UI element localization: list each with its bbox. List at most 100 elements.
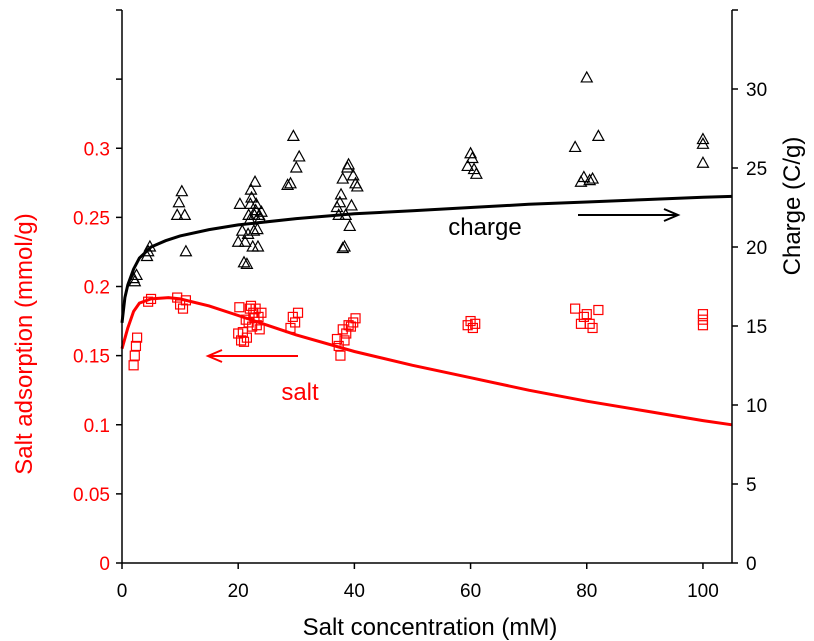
charge-point <box>130 268 144 281</box>
charge-point <box>283 176 297 189</box>
plot-frame <box>121 10 733 564</box>
right-tick-label: 0 <box>746 554 757 575</box>
right-tick-label: 15 <box>746 317 767 338</box>
salt-point <box>128 360 139 371</box>
charge-point <box>281 178 295 190</box>
x-tick-label: 80 <box>576 581 597 602</box>
annotation-arrows <box>205 208 681 363</box>
x-tick-label: 20 <box>228 581 249 602</box>
fit-curves <box>120 194 733 427</box>
charge-point <box>240 257 254 269</box>
salt-point <box>235 335 247 346</box>
charge-point <box>170 208 184 220</box>
salt-point <box>570 303 581 314</box>
charge-annotation: charge <box>448 214 521 241</box>
charge-point <box>344 198 358 211</box>
left-tick-label: 0.25 <box>73 208 110 229</box>
salt-point <box>145 293 157 305</box>
left-tick-label: 0.15 <box>73 347 110 368</box>
salt-point <box>292 307 304 318</box>
right-tick-label: 5 <box>746 475 757 496</box>
charge-point <box>586 171 600 184</box>
salt-point <box>350 313 361 324</box>
charge-point <box>336 171 350 184</box>
charge-point <box>247 223 261 236</box>
charge-point <box>568 140 582 153</box>
salt-point <box>177 303 189 314</box>
left-tick-label: 0.2 <box>84 278 110 299</box>
charge-point <box>178 208 192 220</box>
right-tick-label: 30 <box>746 80 767 101</box>
charge-point <box>464 146 478 159</box>
charge-point <box>238 235 252 247</box>
x-axis-label: Salt concentration (mM) <box>303 614 558 641</box>
charge-point <box>175 184 189 197</box>
right-axis-ticks: 0 5 10 15 20 25 30 <box>732 9 767 575</box>
salt-point <box>578 311 589 323</box>
salt-point <box>130 340 142 352</box>
left-tick-label: 0 <box>99 554 110 575</box>
data-markers <box>127 70 710 371</box>
right-tick-label: 25 <box>746 159 767 180</box>
charge-point <box>237 255 251 268</box>
x-tick-label: 100 <box>687 581 719 602</box>
salt-point <box>335 350 346 361</box>
charge-point <box>350 179 364 192</box>
left-axis-label: Salt adsorption (mmol/g) <box>11 213 38 474</box>
salt-point <box>697 314 709 325</box>
charge-point <box>289 160 303 173</box>
charge-point <box>235 223 249 236</box>
x-tick-label: 0 <box>117 581 128 602</box>
charge-point <box>245 190 259 203</box>
charge-point <box>461 159 475 172</box>
charge-point <box>577 170 591 183</box>
charge-point <box>241 227 255 239</box>
right-tick-label: 20 <box>746 238 767 259</box>
charge-point <box>696 156 710 168</box>
charge-point <box>233 197 247 209</box>
salt-point <box>129 350 140 361</box>
charge-arrow-head <box>663 208 681 222</box>
salt-point <box>697 309 709 320</box>
salt-arrow-head <box>205 349 223 363</box>
x-tick-label: 60 <box>460 581 481 602</box>
charge-point <box>469 167 483 179</box>
salt-point <box>333 340 344 352</box>
charge-point <box>172 195 186 208</box>
right-axis-label: Charge (C/g) <box>779 137 806 276</box>
charge-fit-curve <box>120 194 733 323</box>
charge-point <box>140 249 154 262</box>
charge-point <box>696 132 710 145</box>
salt-point <box>290 317 301 328</box>
charge-point <box>251 239 265 252</box>
salt-point <box>256 307 267 318</box>
left-tick-label: 0.05 <box>73 485 110 506</box>
charge-point <box>248 174 262 187</box>
charge-point <box>696 137 710 149</box>
salt-point <box>180 295 192 306</box>
charge-point <box>343 219 357 232</box>
charge-point <box>337 239 352 252</box>
charge-point <box>179 244 193 257</box>
charge-point <box>250 222 264 235</box>
salt-point <box>587 322 598 334</box>
charge-point <box>128 274 142 287</box>
x-tick-label: 40 <box>344 581 365 602</box>
charge-point <box>334 187 348 200</box>
left-tick-label: 0.3 <box>84 139 110 160</box>
salt-point <box>581 309 592 320</box>
charge-point <box>336 241 350 254</box>
charge-point <box>583 173 597 186</box>
charge-point <box>254 204 268 217</box>
charge-point <box>143 239 157 252</box>
salt-point <box>593 304 604 316</box>
left-tick-label: 0.1 <box>84 416 110 437</box>
salt-point <box>241 332 253 343</box>
salt-point <box>254 324 265 335</box>
left-axis-ticks: 0 0.05 0.1 0.15 0.2 0.25 0.3 <box>73 9 122 575</box>
salt-point <box>234 302 245 313</box>
right-tick-label: 10 <box>746 396 767 417</box>
salt-annotation: salt <box>281 379 319 406</box>
salt-point <box>339 335 350 346</box>
